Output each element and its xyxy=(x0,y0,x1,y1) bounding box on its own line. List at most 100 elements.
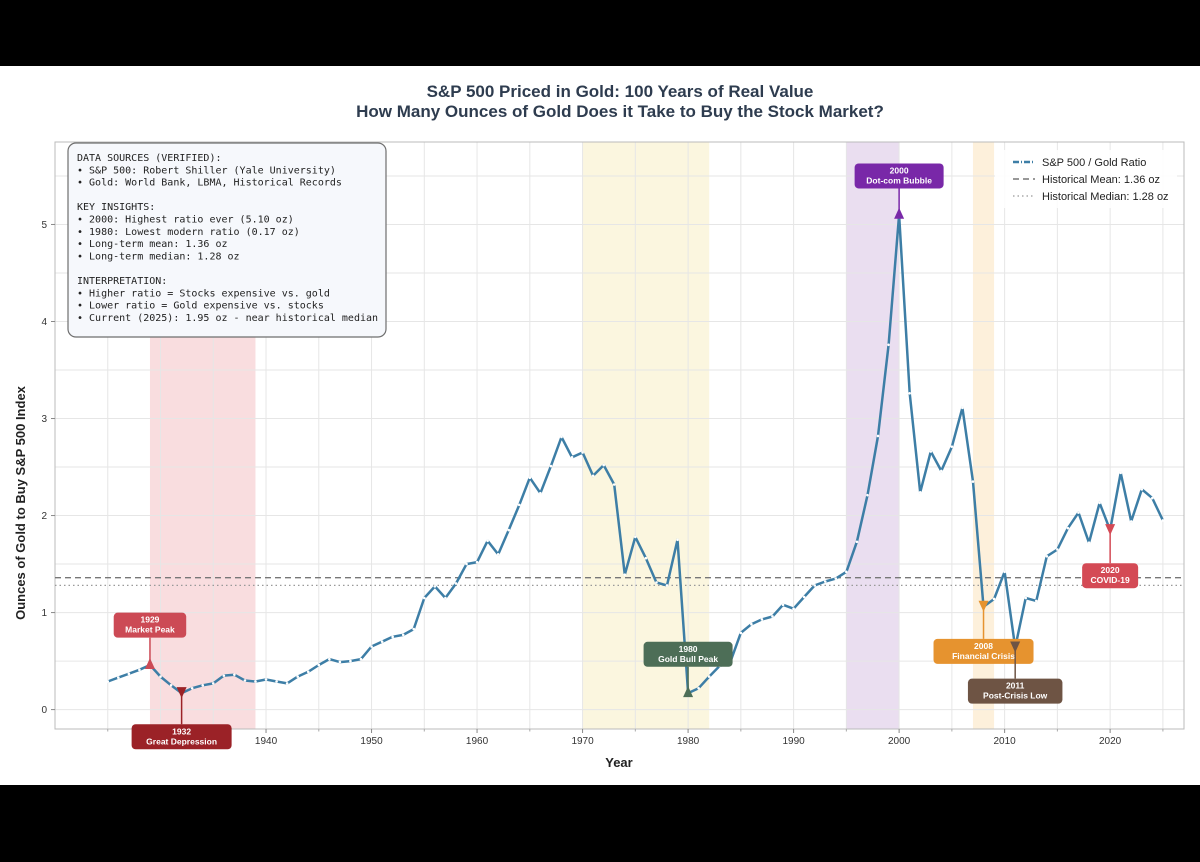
data-point xyxy=(211,682,215,685)
x-tick-label: 2000 xyxy=(888,736,911,747)
annotation-box-1980 xyxy=(643,641,733,667)
data-point xyxy=(834,577,838,580)
legend-entry: Historical Mean: 1.36 oz xyxy=(1042,174,1160,186)
data-point xyxy=(465,562,468,566)
annotation-label-2011: Post-Crisis Low xyxy=(983,691,1048,701)
annotation-label-2000: 2000 xyxy=(890,165,909,175)
data-point xyxy=(106,680,110,683)
data-point xyxy=(138,668,141,672)
annotation-label-2000: Dot-com Bubble xyxy=(866,175,932,185)
data-point xyxy=(475,560,479,564)
data-point xyxy=(1098,501,1101,505)
data-point xyxy=(401,633,405,637)
data-point xyxy=(539,491,542,495)
info-line: • Gold: World Bank, LBMA, Historical Rec… xyxy=(77,178,342,189)
info-line: • Long-term mean: 1.36 oz xyxy=(77,239,228,250)
data-point xyxy=(750,622,753,626)
data-point xyxy=(634,535,637,539)
data-point xyxy=(760,618,764,621)
annotation-box-2008 xyxy=(933,638,1034,664)
data-point xyxy=(612,483,616,486)
data-point xyxy=(1003,570,1006,574)
data-point xyxy=(813,584,817,587)
data-point xyxy=(1024,596,1028,600)
info-line: • 2000: Highest ratio ever (5.10 oz) xyxy=(77,215,294,226)
data-point xyxy=(127,672,131,675)
data-point xyxy=(317,663,321,667)
data-point xyxy=(359,657,363,661)
data-point xyxy=(560,435,563,439)
x-tick-label: 1960 xyxy=(466,736,489,747)
data-point xyxy=(665,584,669,587)
x-tick-label: 1970 xyxy=(571,736,594,747)
annotation-label-1932: Great Depression xyxy=(146,736,217,746)
x-tick-label: 1940 xyxy=(255,736,278,747)
data-point xyxy=(876,434,880,438)
annotation-box-2000 xyxy=(854,163,944,189)
annotation-box-2020 xyxy=(1082,563,1139,589)
data-point xyxy=(349,659,352,663)
x-tick-label: 2010 xyxy=(994,736,1017,747)
data-point xyxy=(507,528,511,532)
data-point xyxy=(771,615,774,618)
data-point xyxy=(845,570,848,574)
data-point xyxy=(117,676,120,679)
data-point xyxy=(496,553,500,556)
data-point xyxy=(243,679,247,682)
data-point xyxy=(1077,511,1080,514)
data-point xyxy=(866,493,869,497)
legend-entry: Historical Median: 1.28 oz xyxy=(1042,191,1169,203)
data-point xyxy=(444,596,447,600)
shaded-period-2007 xyxy=(972,142,995,729)
legend-entry: S&P 500 / Gold Ratio xyxy=(1042,157,1146,169)
annotation-marker-2008 xyxy=(978,600,989,612)
data-point xyxy=(169,684,173,687)
data-point xyxy=(338,660,342,664)
data-point xyxy=(1087,541,1091,545)
data-point xyxy=(1066,526,1070,530)
info-box xyxy=(67,142,387,338)
data-point xyxy=(517,503,521,507)
data-point xyxy=(1045,554,1049,558)
data-point xyxy=(602,463,605,467)
annotation-marker-2011 xyxy=(1010,641,1021,653)
y-tick-label: 4 xyxy=(41,317,47,328)
data-point xyxy=(1034,599,1038,603)
data-point xyxy=(254,680,257,683)
data-point xyxy=(159,675,162,678)
data-point xyxy=(264,678,268,681)
data-point xyxy=(528,476,532,480)
data-point xyxy=(275,680,278,683)
data-point xyxy=(285,682,289,685)
y-tick-label: 2 xyxy=(41,511,47,522)
data-point xyxy=(422,596,426,600)
annotation-label-1929: Market Peak xyxy=(125,625,175,635)
data-point xyxy=(201,684,205,687)
x-tick-label: 1990 xyxy=(782,736,805,747)
y-tick-label: 0 xyxy=(41,705,47,716)
y-tick-label: 3 xyxy=(41,414,47,425)
info-line: • S&P 500: Robert Shiller (Yale Universi… xyxy=(77,165,336,176)
data-point xyxy=(887,343,890,347)
x-tick-label: 1950 xyxy=(360,736,383,747)
annotation-marker-1932 xyxy=(176,687,187,699)
data-point xyxy=(190,686,194,690)
data-point xyxy=(486,539,489,543)
data-point xyxy=(950,445,954,448)
data-point xyxy=(929,450,933,453)
data-point xyxy=(1129,520,1133,523)
data-point xyxy=(1151,496,1154,500)
info-line: • Higher ratio = Stocks expensive vs. go… xyxy=(77,288,330,299)
data-point xyxy=(655,581,658,584)
data-point xyxy=(971,480,975,483)
info-line: • Long-term median: 1.28 oz xyxy=(77,251,240,262)
info-line: KEY INSIGHTS: xyxy=(77,202,155,213)
annotation-box-2011 xyxy=(967,678,1063,704)
data-point xyxy=(918,490,922,494)
data-point xyxy=(908,391,911,395)
annotation-marker-2000 xyxy=(894,207,905,219)
data-point xyxy=(855,540,859,544)
